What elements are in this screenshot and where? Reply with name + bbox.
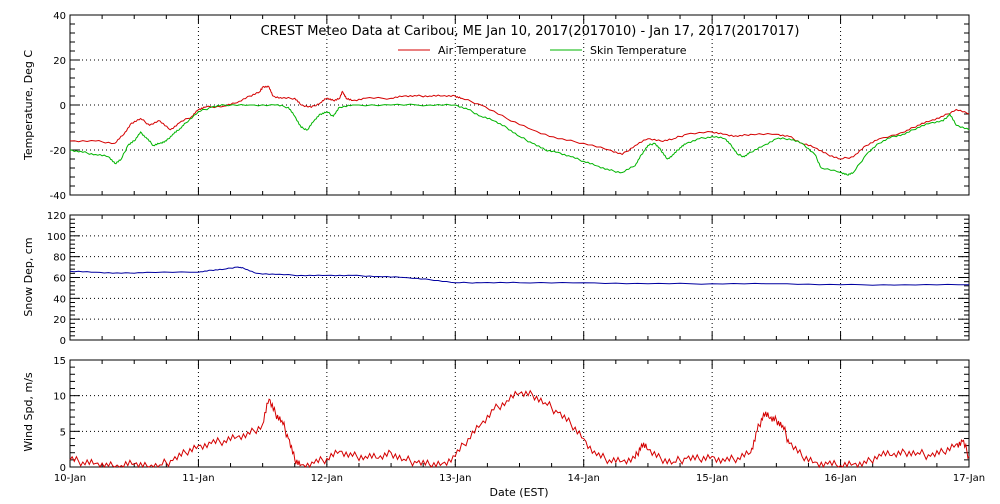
x-tick-label: 16-Jan (824, 473, 856, 484)
x-tick-label: 13-Jan (439, 473, 471, 484)
series-line-skin-temperature (69, 103, 970, 176)
y-tick-label: 20 (53, 315, 66, 326)
x-axis-label: Date (EST) (489, 486, 548, 499)
plot-frame-wind-speed (69, 359, 970, 468)
y-tick-label: 40 (53, 294, 66, 305)
y-tick-label: 15 (53, 356, 66, 367)
series-line-air-temperature (69, 85, 970, 160)
legend-label-air-temperature: Air Temperature (438, 44, 527, 57)
y-tick-label: -20 (50, 146, 66, 157)
series-line-wind-speed (69, 389, 970, 469)
y-tick-label: 0 (60, 101, 66, 112)
y-tick-label: 120 (47, 211, 66, 222)
x-tick-label: 12-Jan (311, 473, 343, 484)
legend-label-skin-temperature: Skin Temperature (590, 44, 687, 57)
panel-frames (69, 14, 970, 468)
x-tick-label: 11-Jan (182, 473, 214, 484)
grid-lines (70, 15, 969, 467)
y-tick-label: 80 (53, 253, 66, 264)
y-axis-label-temperature: Temperature, Deg C (22, 50, 35, 161)
y-tick-label: 0 (60, 463, 66, 474)
series-line-snow-depth (69, 266, 969, 286)
y-tick-label: 20 (53, 56, 66, 67)
y-tick-label: -40 (50, 191, 66, 202)
series-lines (69, 85, 970, 469)
chart-title: CREST Meteo Data at Caribou, ME Jan 10, … (261, 24, 800, 39)
x-tick-label: 14-Jan (568, 473, 600, 484)
y-tick-label: 5 (60, 427, 66, 438)
tick-labels: -40 -20 0 20 40 0 20 40 60 80 100 120 0 5 10 15 10-Jan 11… (47, 11, 985, 484)
tick-marks (69, 14, 970, 468)
y-tick-label: 100 (47, 232, 66, 243)
y-axis-label-wind-speed: Wind Spd, m/s (22, 372, 35, 452)
y-tick-label: 40 (53, 11, 66, 22)
y-tick-label: 60 (53, 274, 66, 285)
x-tick-label: 15-Jan (696, 473, 728, 484)
legend: Air Temperature Skin Temperature (398, 44, 687, 57)
x-tick-label: 17-Jan (953, 473, 985, 484)
y-axis-label-snow-depth: Snow Dep, cm (22, 237, 35, 316)
y-tick-label: 10 (53, 392, 66, 403)
y-tick-label: 0 (60, 336, 66, 347)
x-tick-label: 10-Jan (54, 473, 86, 484)
